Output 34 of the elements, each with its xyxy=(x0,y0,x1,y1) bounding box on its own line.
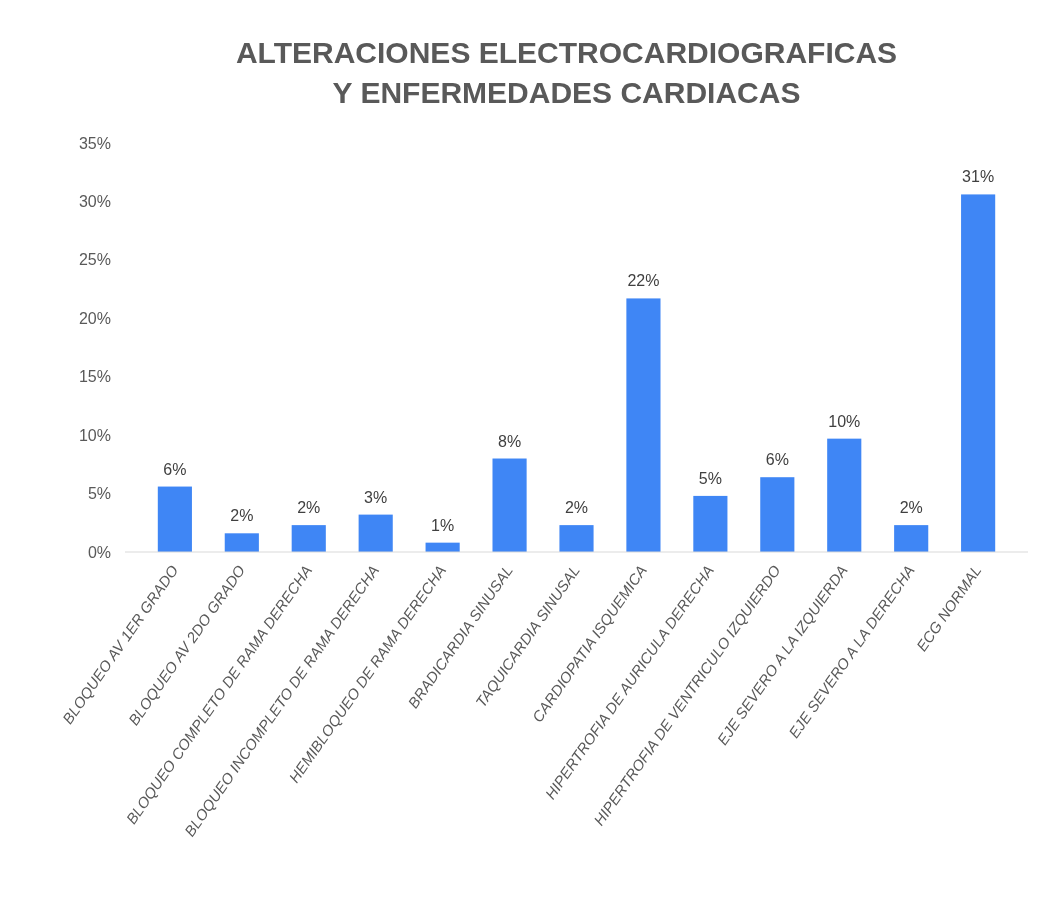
bar xyxy=(693,495,728,552)
bar xyxy=(157,486,192,552)
data-label: 22% xyxy=(627,272,660,290)
bar xyxy=(492,458,527,552)
data-label: 10% xyxy=(828,412,861,430)
data-label: 31% xyxy=(962,168,995,186)
data-label: 5% xyxy=(698,469,722,487)
bar xyxy=(626,298,661,552)
y-tick-label: 5% xyxy=(87,485,111,503)
y-tick-label: 25% xyxy=(78,251,111,269)
y-tick-label: 0% xyxy=(87,543,111,561)
bar xyxy=(961,194,996,552)
data-label: 1% xyxy=(431,516,455,534)
data-label: 2% xyxy=(297,499,321,517)
chart-title: ALTERACIONES ELECTROCARDIOGRAFICAS Y ENFERMEDADES CARDIACAS xyxy=(235,36,898,109)
y-tick-label: 20% xyxy=(78,309,111,327)
y-tick-label: 10% xyxy=(78,426,111,444)
y-tick-label: 30% xyxy=(78,193,111,211)
data-label: 8% xyxy=(498,432,522,450)
bar xyxy=(559,525,594,552)
y-tick-label: 15% xyxy=(78,368,111,386)
bar xyxy=(760,477,795,552)
bar xyxy=(894,525,929,552)
bar xyxy=(291,525,326,552)
data-label: 2% xyxy=(230,507,254,525)
data-label: 6% xyxy=(163,460,187,478)
bar xyxy=(358,514,393,552)
data-label: 2% xyxy=(564,499,589,517)
data-label: 6% xyxy=(765,451,789,469)
data-label: 2% xyxy=(899,499,923,517)
data-label: 3% xyxy=(364,488,388,506)
y-tick-label: 35% xyxy=(78,134,111,152)
bar xyxy=(827,438,862,552)
bar xyxy=(224,533,259,552)
